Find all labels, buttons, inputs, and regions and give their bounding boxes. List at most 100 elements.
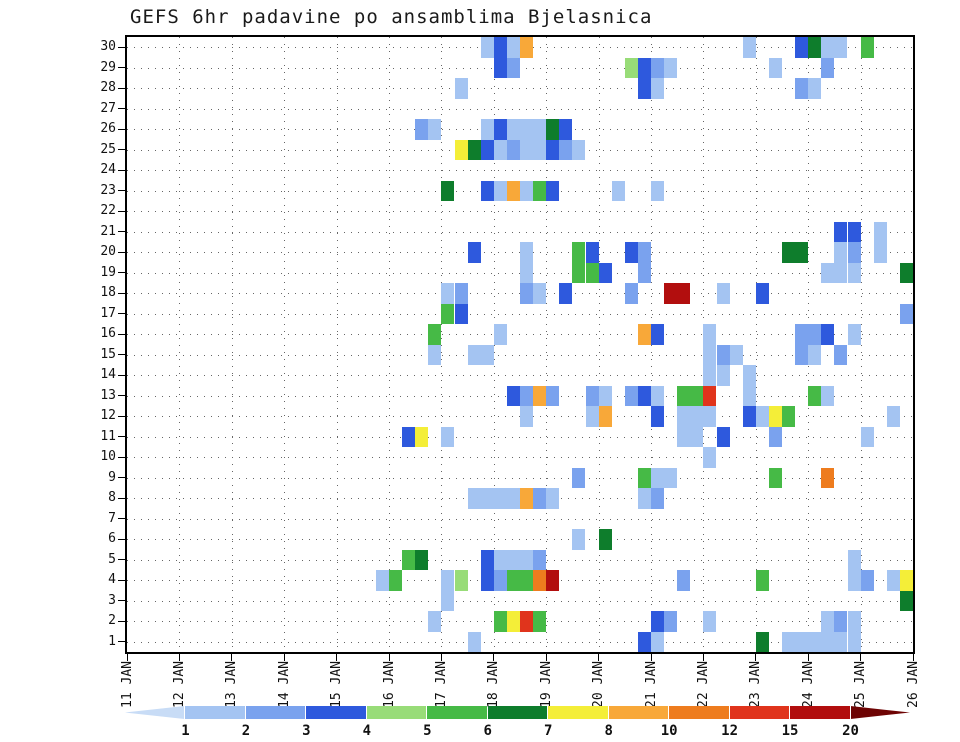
heatmap-cell [598,529,612,550]
gridline-horizontal [127,477,913,479]
y-axis-tick [118,231,125,233]
gridline-horizontal [127,313,913,315]
y-axis-tick [118,374,125,376]
heatmap-cell [559,119,573,140]
gridline-vertical [651,37,652,652]
y-axis-tick [118,497,125,499]
gridline-vertical [441,37,443,652]
y-axis-tick [118,600,125,602]
x-axis-tick [755,654,757,661]
x-axis-tick [912,654,914,661]
legend-segment [669,706,729,719]
heatmap-cell [834,631,848,652]
gridline-horizontal [127,518,913,520]
heatmap-cell [795,37,809,58]
legend-tick-label: 15 [781,723,799,739]
y-axis-tick [118,641,125,643]
legend-tick-label: 6 [483,723,492,739]
heatmap-cell [899,570,913,591]
x-tick-label-text: 18 JAN [486,660,502,708]
heatmap-cell [651,611,665,632]
heatmap-cell [506,57,520,78]
x-tick-label-text: 16 JAN [381,660,397,708]
legend-tick-label: 4 [362,723,372,739]
heatmap-cell [506,488,520,509]
heatmap-cell [821,324,835,345]
heatmap-cell [533,180,547,201]
gridline-horizontal [127,539,913,541]
heatmap-cell [651,631,665,652]
gridline-horizontal [127,108,913,110]
heatmap-cell [480,344,494,365]
heatmap-cell [768,57,782,78]
y-tick-label: 22 [100,203,116,219]
heatmap-cell [703,611,717,632]
legend-segment [306,706,366,719]
heatmap-cell [886,570,900,591]
x-tick-label-text: 24 JAN [800,660,816,708]
y-tick-label: 4 [108,572,116,588]
heatmap-cell [533,549,547,570]
y-tick-label: 7 [108,510,116,526]
heatmap-cell [690,385,704,406]
heatmap-cell [808,344,822,365]
heatmap-cell [637,385,651,406]
heatmap-cell [480,488,494,509]
heatmap-cell [520,119,534,140]
gridline-vertical [179,37,181,652]
heatmap-cell [677,406,691,427]
heatmap-cell [546,139,560,160]
heatmap-cell [899,303,913,324]
heatmap-cell [860,426,874,447]
heatmap-cell [651,467,665,488]
legend-segment [790,706,850,719]
y-axis-tick [118,559,125,561]
y-axis-tick [118,272,125,274]
heatmap-cell [637,631,651,652]
heatmap-cell [559,139,573,160]
y-tick-label: 15 [100,346,116,362]
heatmap-cell [795,344,809,365]
chart-title: GEFS 6hr padavine po ansamblima Bjelasni… [130,6,653,28]
heatmap-cell [834,242,848,263]
heatmap-cell [795,78,809,99]
heatmap-cell [729,344,743,365]
heatmap-cell [677,426,691,447]
heatmap-cell [415,549,429,570]
gridline-horizontal [127,67,913,69]
heatmap-cell [847,242,861,263]
heatmap-cell [624,283,638,304]
heatmap-cell [546,119,560,140]
x-tick-label: 15 JAN [328,656,346,712]
gridline-vertical [336,37,338,652]
heatmap-cell [742,365,756,386]
legend-segment [366,706,427,719]
heatmap-cell [860,37,874,58]
y-axis-tick [118,46,125,48]
y-tick-label: 11 [100,428,116,444]
heatmap-cell [651,488,665,509]
y-axis-tick [118,538,125,540]
legend-tick-label: 8 [604,723,613,739]
y-axis-tick [118,149,125,151]
heatmap-cell [808,37,822,58]
legend-segment [729,706,790,719]
x-axis-tick [493,654,495,661]
x-axis-tick [650,654,652,661]
heatmap-cell [441,283,455,304]
heatmap-cell [441,303,455,324]
heatmap-cell [520,37,534,58]
legend-segment [125,706,185,719]
heatmap-cell [546,385,560,406]
heatmap-cell [546,180,560,201]
heatmap-cell [637,57,651,78]
x-tick-label: 21 JAN [642,656,660,712]
y-tick-label: 6 [108,531,116,547]
heatmap-cell [716,344,730,365]
y-axis-tick [118,67,125,69]
x-tick-label-text: 25 JAN [853,660,869,708]
heatmap-cell [611,180,625,201]
heatmap-cell [585,262,599,283]
x-axis: 11 JAN 12 JAN 13 JAN 14 JAN 15 JAN 16 JAN 17 J… [120,656,921,712]
heatmap-cell [847,570,861,591]
